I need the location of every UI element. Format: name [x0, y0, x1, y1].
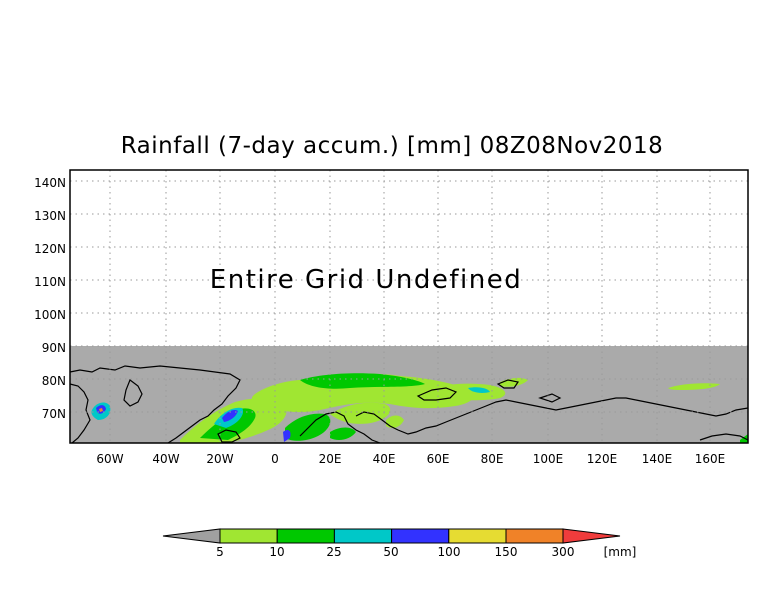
colorbar-label: 5	[216, 545, 224, 559]
colorbar-segment	[276, 528, 335, 544]
colorbar: 5 10 25 50 100 150 300 [mm]	[162, 528, 637, 559]
lon-label: 60W	[96, 452, 123, 466]
lon-label: 20W	[206, 452, 233, 466]
rain-patch	[330, 427, 356, 440]
map-gridlines	[70, 170, 748, 443]
lat-label: 90N	[42, 341, 66, 355]
colorbar-segment	[219, 528, 278, 544]
lon-label: 40W	[152, 452, 179, 466]
lon-label: 0	[271, 452, 279, 466]
rain-patch	[222, 409, 238, 422]
rain-patch	[283, 430, 291, 442]
lon-label: 160E	[695, 452, 726, 466]
lat-label: 130N	[34, 209, 66, 223]
colorbar-label: 10	[269, 545, 284, 559]
colorbar-high-triangle	[562, 528, 621, 544]
lon-label: 120E	[587, 452, 618, 466]
rain-patch	[285, 413, 331, 441]
rain-patch	[99, 408, 103, 412]
map-frame	[69, 169, 749, 444]
longitude-labels: 60W 40W 20W 0 20E 40E 60E 80E 100E 120E …	[96, 452, 725, 466]
lat-label: 120N	[34, 242, 66, 256]
colorbar-segment	[333, 528, 393, 544]
rain-patch	[468, 387, 490, 393]
colorbar-label: 25	[326, 545, 341, 559]
colorbar-unit: [mm]	[604, 545, 637, 559]
lon-label: 140E	[642, 452, 673, 466]
colorbar-low-triangle	[162, 528, 221, 544]
colorbar-segment	[448, 528, 507, 544]
rain-patch	[430, 383, 506, 401]
colorbar-segment	[391, 528, 450, 544]
lat-label: 100N	[34, 308, 66, 322]
coastlines	[69, 365, 749, 444]
colorbar-label: 300	[552, 545, 575, 559]
lon-label: 80E	[481, 452, 504, 466]
lat-label: 140N	[34, 176, 66, 190]
rain-patch	[300, 373, 425, 389]
colorbar-label: 50	[383, 545, 398, 559]
latitude-labels: 140N 130N 120N 110N 100N 90N 80N 70N	[34, 176, 66, 421]
colorbar-segments	[219, 528, 564, 544]
lat-label: 110N	[34, 275, 66, 289]
rain-patch	[668, 383, 720, 390]
colorbar-label: 150	[495, 545, 518, 559]
colorbar-label: 100	[438, 545, 461, 559]
map-title: Rainfall (7-day accum.) [mm] 08Z08Nov201…	[120, 133, 664, 159]
undefined-grid-message: Entire Grid Undefined	[210, 265, 522, 295]
colorbar-segment	[505, 528, 564, 544]
lon-label: 20E	[319, 452, 342, 466]
lon-label: 60E	[427, 452, 450, 466]
rainfall-patches	[91, 373, 748, 443]
lon-label: 100E	[533, 452, 564, 466]
lat-label: 80N	[42, 374, 66, 388]
rain-patch	[386, 415, 404, 428]
lat-label: 70N	[42, 407, 66, 421]
lon-label: 40E	[373, 452, 396, 466]
undefined-grid-area	[70, 170, 748, 346]
